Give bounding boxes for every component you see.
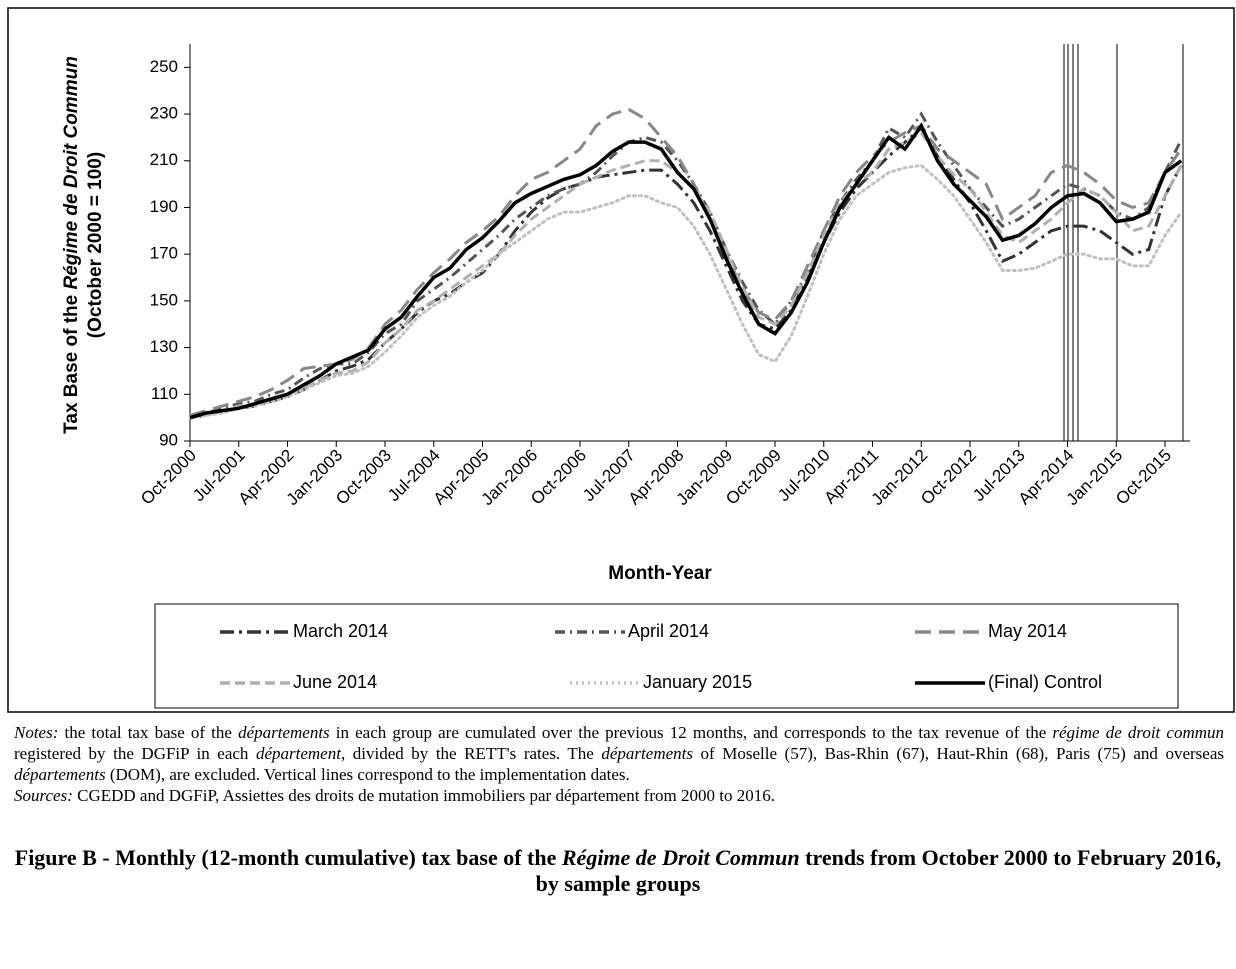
y-axis-title: (October 2000 = 100) <box>85 152 106 338</box>
legend-label: May 2014 <box>988 621 1067 641</box>
text-part: , divided by the RETT's rates. The <box>340 744 602 763</box>
text-part: Sources: <box>14 786 73 805</box>
text-part: départements <box>238 723 330 742</box>
notes: Notes: the total tax base of the départe… <box>14 722 1224 806</box>
text-part: the total tax base of the <box>58 723 239 742</box>
y-tick-label: 230 <box>150 104 178 123</box>
text-part: régime de droit commun <box>1052 723 1224 742</box>
y-tick-label: 130 <box>150 337 178 356</box>
y-tick-label: 170 <box>150 244 178 263</box>
text-part: département <box>255 744 341 763</box>
y-tick-label: 110 <box>151 384 178 403</box>
y-axis-title-part: Tax Base of the <box>61 290 82 434</box>
text-part: trends from October 2000 to February 201… <box>535 845 1222 896</box>
text-part: Notes: <box>14 723 59 742</box>
text-part: of Moselle (57), Bas-Rhin (67), Haut-Rhi… <box>692 744 1224 763</box>
text-part: in each group are cumulated over the pre… <box>329 723 1053 742</box>
text-part: CGEDD and DGFiP, Assiettes des droits de… <box>72 786 775 805</box>
y-tick-label: 250 <box>150 57 178 76</box>
chart: Tax Base of the Régime de Droit Commun (… <box>7 7 1235 713</box>
series-line <box>188 163 1183 420</box>
series-line <box>189 130 1183 420</box>
text-part: (DOM), are excluded. Vertical lines corr… <box>105 765 630 784</box>
legend-label: April 2014 <box>628 621 709 641</box>
x-tick-label: Oct-2000 <box>137 446 200 509</box>
y-tick-label: 90 <box>159 430 178 449</box>
x-axis-title: Month-Year <box>608 563 712 584</box>
implementation-lines <box>1063 44 1184 441</box>
y-tick-label: 210 <box>150 150 178 169</box>
text-part: Figure B - Monthly (12-month cumulative)… <box>14 845 562 870</box>
chart-frame <box>7 7 1235 713</box>
legend-label: March 2014 <box>293 621 388 641</box>
text-part: départements <box>601 744 693 763</box>
legend-label: (Final) Control <box>988 672 1102 692</box>
text-part: départements <box>14 765 106 784</box>
legend-label: June 2014 <box>293 672 377 692</box>
series-line <box>189 107 1183 417</box>
legend-box <box>154 603 1179 709</box>
y-axis-title: Tax Base of the Régime de Droit Commun <box>61 56 82 434</box>
legend-label: January 2015 <box>643 672 752 692</box>
series-line <box>189 111 1183 417</box>
y-tick-label: 150 <box>150 290 178 309</box>
text-part: registered by the DGFiP in each <box>14 744 256 763</box>
caption: Figure B - Monthly (12-month cumulative)… <box>10 845 1226 897</box>
y-tick-label: 190 <box>150 197 178 216</box>
series-line <box>189 125 1183 420</box>
text-part: Régime de Droit Commun <box>561 845 800 870</box>
series-line <box>189 122 1183 420</box>
y-axis-title-part: Régime de Droit Commun <box>61 56 82 289</box>
